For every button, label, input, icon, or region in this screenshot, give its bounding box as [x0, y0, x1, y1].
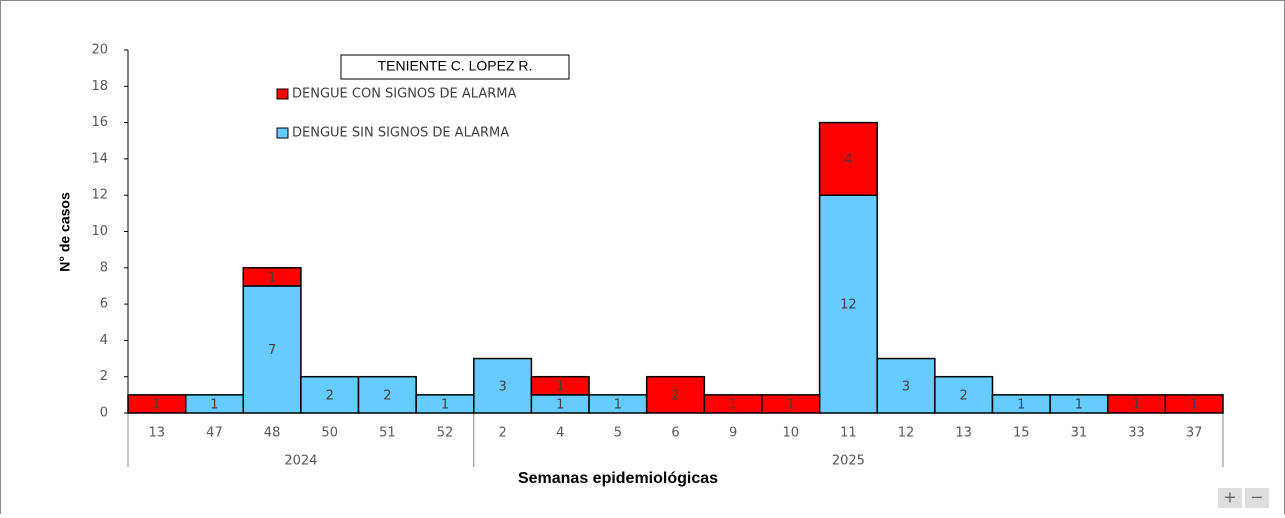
bar-segment [645, 375, 706, 414]
x-axis-label: Semanas epidemiológicas [518, 470, 718, 487]
zoom: + − [1218, 488, 1269, 508]
y-tick-label: 6 [100, 297, 108, 312]
group-label: 2025 [832, 454, 865, 469]
bar-segment [934, 375, 994, 414]
data-label: 2 [960, 388, 968, 403]
zoom-out-label[interactable]: − [1250, 488, 1263, 507]
y-tick-label: 20 [91, 43, 108, 58]
legend-label: DENGUE SIN SIGNOS DE ALARMA [292, 126, 509, 141]
data-label: 1 [210, 397, 218, 412]
y-tick-label: 14 [91, 151, 108, 166]
y-tick-label: 2 [100, 369, 108, 384]
bar-segment [761, 394, 821, 414]
legend-swatch [276, 127, 289, 139]
bar-segment [818, 194, 878, 414]
data-label: 2 [326, 388, 334, 403]
data-label: 1 [556, 379, 564, 394]
group-label: 2024 [284, 454, 317, 469]
y-tick-label: 8 [100, 260, 108, 275]
x-tick-label: 15 [1013, 426, 1030, 441]
x-tick-label: 48 [264, 426, 281, 441]
bar-segment [127, 394, 187, 414]
x-tick-label: 11 [840, 426, 857, 441]
data-label: 2 [671, 388, 679, 403]
bar-segment [473, 357, 533, 414]
zoom-out[interactable] [1245, 488, 1269, 508]
x-tick-label: 50 [321, 426, 338, 441]
data-label: 4 [844, 152, 852, 167]
data-label: 1 [1075, 397, 1083, 412]
bar-segment [876, 357, 936, 414]
data-label: 1 [1017, 397, 1025, 412]
x-tick-label: 9 [729, 426, 737, 441]
bar-segment [818, 121, 878, 196]
x-tick-label: 2 [498, 426, 506, 441]
x-tick-label: 47 [206, 426, 223, 441]
bar-segment [1164, 394, 1224, 414]
y-tick-label: 0 [100, 406, 108, 421]
zoom-in-label[interactable]: + [1223, 488, 1236, 507]
y-tick-label: 10 [91, 224, 108, 239]
bar-segment [300, 375, 360, 414]
x-tick-label: 12 [898, 426, 915, 441]
x-tick-label: 4 [556, 426, 564, 441]
y-tick-label: 4 [100, 333, 108, 348]
legend-label: DENGUE CON SIGNOS DE ALARMA [292, 87, 516, 102]
x-tick-label: 6 [671, 426, 679, 441]
data-label: 12 [840, 298, 857, 313]
data-label: 1 [729, 397, 737, 412]
x-tick-label: 37 [1186, 426, 1203, 441]
y-tick-label: 12 [91, 188, 108, 203]
data-label: 3 [902, 379, 910, 394]
data-label: 1 [614, 397, 622, 412]
x-tick-label: 31 [1071, 426, 1088, 441]
x-tick-label: 5 [614, 426, 622, 441]
x-tick-label: 13 [955, 426, 972, 441]
y-axis-label: N° de casos [57, 192, 73, 272]
x-tick-label: 33 [1128, 426, 1145, 441]
data-label: 1 [787, 397, 795, 412]
data-label: 1 [556, 397, 564, 412]
legend-swatch [276, 88, 289, 100]
bar-segment [242, 267, 302, 287]
data-label: 1 [268, 270, 276, 285]
x-tick-label: 52 [437, 426, 454, 441]
y-tick-label: 16 [91, 115, 108, 130]
bar-segment [530, 375, 590, 396]
title-box [340, 54, 570, 80]
zoom-in[interactable] [1218, 488, 1242, 508]
chart-title: TENIENTE C. LOPEZ R. [378, 58, 533, 74]
x-tick-label: 13 [149, 426, 166, 441]
data-label: 7 [268, 343, 276, 358]
data-label: 1 [1190, 397, 1198, 412]
x-tick-label: 10 [782, 426, 799, 441]
data-label: 2 [383, 388, 391, 403]
y-tick-label: 18 [91, 79, 108, 94]
data-label: 1 [153, 397, 161, 412]
data-label: 1 [1132, 397, 1140, 412]
data-label: 3 [498, 379, 506, 394]
x-tick-label: 51 [379, 426, 396, 441]
data-label: 1 [441, 397, 449, 412]
